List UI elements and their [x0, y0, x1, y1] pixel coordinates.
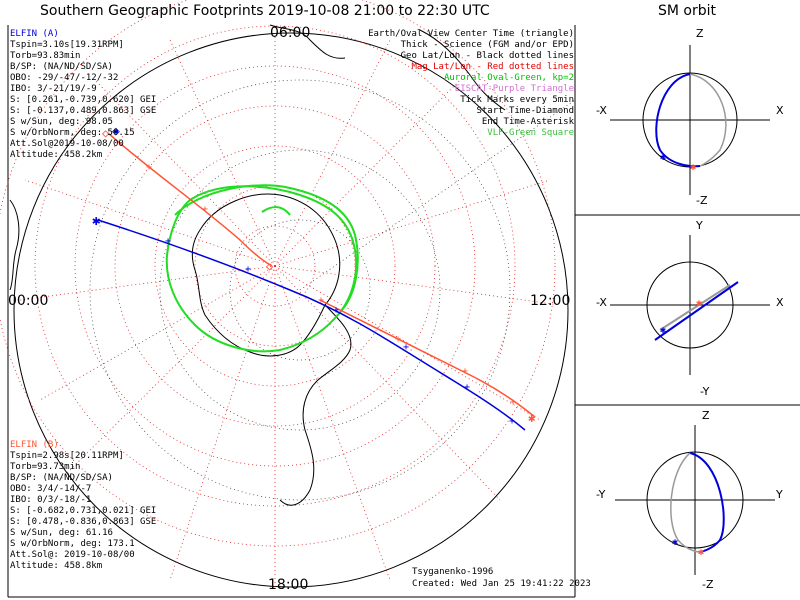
info-line: S: [0.478,-0.836,0.863] GSE — [10, 517, 157, 527]
svg-text:+: + — [245, 264, 251, 275]
info-line: Tspin=2.98s[20.11RPM] — [10, 451, 124, 461]
svg-text:+: + — [165, 236, 171, 247]
orbit-panel-yz: ✱ ✱ — [615, 425, 775, 575]
legend-item: Mag Lat/Lon - Red dotted lines — [411, 62, 574, 72]
svg-text:+: + — [462, 366, 468, 377]
orbit2-left-label: -X — [596, 296, 607, 309]
elfin-b-info: ELFIN (B) Tspin=2.98s[20.11RPM] Torb=93.7… — [10, 440, 156, 572]
svg-text:✱: ✱ — [696, 298, 702, 309]
elfin-b-start-marker: ◇ — [102, 126, 110, 140]
svg-text:+: + — [510, 397, 516, 408]
info-line: Torb=93.73min — [10, 462, 81, 472]
svg-text:+: + — [395, 334, 401, 345]
elfin-a-end-marker: ✱ — [92, 213, 101, 229]
info-line: B/SP: (NA/ND/SD/SA) — [10, 473, 113, 483]
svg-text:+: + — [403, 342, 409, 353]
svg-text:+: + — [202, 204, 208, 215]
orbit-title: SM orbit — [658, 3, 717, 19]
map-title: Southern Geographic Footprints 2019-10-0… — [40, 3, 490, 19]
orbit2-bottom-label: -Y — [700, 385, 710, 398]
orbit3-right-label: Y — [776, 488, 783, 501]
horizon-circle — [13, 32, 569, 588]
info-line: Torb=93.83min — [10, 51, 81, 61]
hour-label-top: 06:00 — [270, 25, 311, 41]
orbit3-top-label: Z — [702, 409, 710, 422]
svg-text:+: + — [318, 295, 324, 306]
legend-item: EISCAT-Purple Triangle — [454, 84, 574, 94]
hour-label-bottom: 18:00 — [268, 577, 309, 593]
elfin-b-track: ◇ ✱ + + + + + + ◇ — [102, 126, 536, 425]
elfin-a-name: ELFIN (A) — [10, 29, 59, 39]
orbit1-left-label: -X — [596, 104, 607, 117]
info-line: S: [0.261,-0.739,0.620] GEI — [10, 95, 157, 105]
orbit3-left-label: -Y — [596, 488, 606, 501]
svg-text:+: + — [509, 416, 515, 427]
created-timestamp: Created: Wed Jan 25 19:41:22 2023 — [412, 579, 591, 589]
orbit3-bottom-label: -Z — [702, 578, 714, 591]
elfin-a-track: ✱ ◈ + + + + + + — [92, 124, 526, 431]
info-line: S w/Sun, deg: 61.16 — [10, 528, 113, 538]
info-line: Altitude: 458.8km — [10, 561, 103, 571]
info-line: B/SP: (NA/ND/SD/SA) — [10, 62, 113, 72]
legend-item: Geo Lat/Lon - Black dotted lines — [400, 51, 574, 61]
hour-label-left: 00:00 — [8, 293, 49, 309]
info-line: IBO: 3/-21/19/-9 — [10, 84, 97, 94]
geo-lat-grid — [89, 79, 576, 501]
legend-item: Earth/Oval View Center Time (triangle) — [368, 29, 574, 39]
orbit1-bottom-label: -Z — [696, 194, 708, 207]
info-line: OBO: -29/-47/-12/-32 — [10, 73, 119, 83]
info-line: Tspin=3.10s[19.31RPM] — [10, 40, 124, 50]
elfin-a-start-marker: ◈ — [112, 124, 120, 139]
elfin-b-end-marker: ✱ — [528, 411, 535, 425]
svg-text:✱: ✱ — [660, 152, 666, 163]
svg-text:◇: ◇ — [266, 259, 274, 273]
model-credit: Tsyganenko-1996 — [412, 567, 494, 577]
info-line: S w/OrbNorm, deg: 50.15 — [10, 128, 135, 138]
orbit1-right-label: X — [776, 104, 784, 117]
svg-text:✱: ✱ — [698, 547, 704, 558]
info-line: IBO: 0/3/-18/-1 — [10, 495, 92, 505]
info-line: S: [-0.682,0.731,0.021] GEI — [10, 506, 157, 516]
orbit2-top-label: Y — [696, 219, 703, 232]
auroral-oval — [165, 184, 359, 353]
hour-label-right: 12:00 — [530, 293, 571, 309]
legend: Earth/Oval View Center Time (triangle) Th… — [368, 29, 574, 139]
elfin-a-info: ELFIN (A) Tspin=3.10s[19.31RPM] Torb=93.8… — [10, 29, 156, 161]
legend-item: Tick Marks every 5min — [460, 95, 574, 105]
svg-text:+: + — [464, 382, 470, 393]
legend-item: End Time-Asterisk — [481, 117, 574, 127]
orbit1-top-label: Z — [696, 27, 704, 40]
legend-item: Thick - Science (FGM and/or EPD) — [400, 40, 574, 50]
legend-item: VLF-Green Square — [487, 128, 574, 138]
info-line: S w/Sun, deg: 98.05 — [10, 117, 113, 127]
orbit-panel-xy: ✱ ✱ — [610, 235, 770, 375]
svg-text:+: + — [333, 305, 339, 316]
info-line: Att.Sol@: 2019-10-08/00 — [10, 550, 135, 560]
legend-item: Start Time-Diamond — [476, 106, 574, 116]
orbit2-right-label: X — [776, 296, 784, 309]
info-line: S w/OrbNorm, deg: 173.1 — [10, 539, 135, 549]
info-line: Altitude: 458.2km — [10, 150, 103, 160]
legend-item: Auroral Oval-Green, kp=2 — [443, 73, 574, 83]
svg-text:✱: ✱ — [672, 537, 678, 548]
svg-text:✱: ✱ — [660, 325, 666, 336]
info-line: OBO: 3/4/-14/-7 — [10, 484, 92, 494]
svg-text:+: + — [146, 162, 152, 173]
elfin-b-name: ELFIN (B) — [10, 440, 59, 450]
svg-text:✱: ✱ — [690, 162, 696, 173]
orbit-panel-xz: ✱ ✱ — [610, 45, 770, 195]
info-line: Att.Sol@2019-10-08/00 — [10, 139, 124, 149]
info-line: S: [-0.137,0.489,0.863] GSE — [10, 106, 157, 116]
